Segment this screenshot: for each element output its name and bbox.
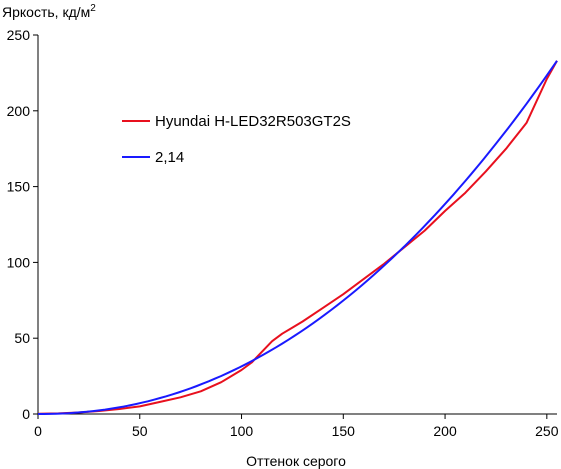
series-line-gamma [38, 60, 558, 415]
x-tick-label: 0 [34, 423, 42, 439]
y-axis-title-text: Яркость, кд/м [2, 4, 90, 20]
y-tick-label: 100 [7, 254, 31, 270]
x-axis-title: Оттенок серого [246, 453, 346, 469]
x-tick-label: 50 [132, 423, 148, 439]
legend: Hyundai H-LED32R503GT2S 2,14 [122, 113, 351, 166]
x-tick-label: 200 [433, 423, 457, 439]
x-tick-label: 150 [332, 423, 356, 439]
x-tick-label: 100 [230, 423, 254, 439]
plot-lines [37, 60, 558, 415]
y-tick-label: 250 [7, 27, 31, 43]
y-ticks: 0 50 100 150 200 250 [7, 27, 38, 422]
svg-text:Яркость, кд/м2: Яркость, кд/м2 [2, 3, 96, 20]
y-axis-title: Яркость, кд/м2 [2, 3, 96, 20]
x-tick-label: 250 [535, 423, 559, 439]
series-line-hyundai [37, 60, 558, 415]
legend-label-gamma: 2,14 [155, 149, 184, 166]
y-tick-label: 50 [14, 330, 30, 346]
y-tick-label: 0 [22, 406, 30, 422]
y-tick-label: 150 [7, 179, 31, 195]
legend-label-hyundai: Hyundai H-LED32R503GT2S [155, 113, 351, 130]
axes [37, 35, 557, 415]
y-tick-label: 200 [7, 103, 31, 119]
x-ticks: 0 50 100 150 200 250 [34, 414, 559, 439]
y-axis-title-superscript: 2 [90, 3, 96, 14]
